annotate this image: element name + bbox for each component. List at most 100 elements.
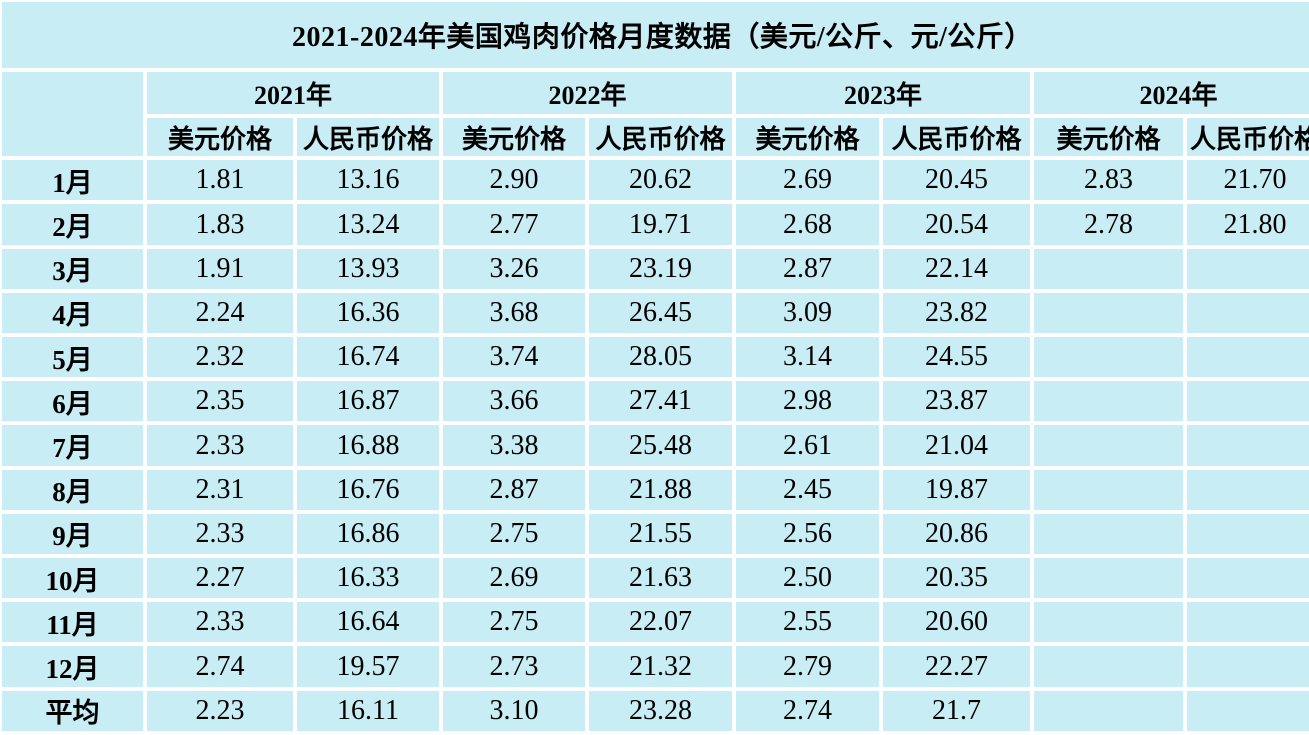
value-cell bbox=[1187, 513, 1309, 555]
value-cell bbox=[1187, 381, 1309, 422]
table-row: 2月 1.83 13.24 2.77 19.71 2.68 20.54 2.78… bbox=[2, 204, 1309, 245]
page-title: 2021-2024年美国鸡肉价格月度数据（美元/公斤、元/公斤） bbox=[2, 2, 1309, 68]
sub-header-row: 美元价格 人民币价格 美元价格 人民币价格 美元价格 人民币价格 美元价格 人民… bbox=[2, 118, 1309, 157]
usd-price-header-2024: 美元价格 bbox=[1034, 118, 1183, 157]
cny-price-header-2022: 人民币价格 bbox=[589, 118, 732, 157]
value-cell: 2.55 bbox=[736, 602, 879, 643]
value-cell: 3.09 bbox=[736, 292, 879, 334]
table-body: 1月 1.81 13.16 2.90 20.62 2.69 20.45 2.83… bbox=[2, 160, 1309, 731]
row-label: 1月 bbox=[2, 160, 143, 201]
usd-price-header-2022: 美元价格 bbox=[443, 118, 585, 157]
value-cell: 19.57 bbox=[297, 646, 439, 687]
value-cell bbox=[1187, 337, 1309, 378]
value-cell: 2.35 bbox=[147, 381, 293, 422]
value-cell: 20.86 bbox=[883, 513, 1030, 555]
value-cell: 2.73 bbox=[443, 646, 585, 687]
value-cell: 2.33 bbox=[147, 425, 293, 466]
value-cell bbox=[1034, 690, 1183, 731]
value-cell bbox=[1187, 292, 1309, 334]
value-cell: 2.32 bbox=[147, 337, 293, 378]
value-cell: 2.27 bbox=[147, 558, 293, 599]
value-cell: 2.69 bbox=[443, 558, 585, 599]
value-cell bbox=[1187, 425, 1309, 466]
table-row: 9月 2.33 16.86 2.75 21.55 2.56 20.86 bbox=[2, 513, 1309, 555]
value-cell bbox=[1187, 646, 1309, 687]
value-cell: 2.23 bbox=[147, 690, 293, 731]
value-cell: 20.35 bbox=[883, 558, 1030, 599]
value-cell: 22.14 bbox=[883, 248, 1030, 289]
value-cell: 21.04 bbox=[883, 425, 1030, 466]
value-cell: 3.10 bbox=[443, 690, 585, 731]
row-label: 12月 bbox=[2, 646, 143, 687]
cny-price-header-2024: 人民币价格 bbox=[1187, 118, 1309, 157]
value-cell: 16.36 bbox=[297, 292, 439, 334]
value-cell: 24.55 bbox=[883, 337, 1030, 378]
year-header-2021: 2021年 bbox=[147, 71, 439, 115]
table-row: 3月 1.91 13.93 3.26 23.19 2.87 22.14 bbox=[2, 248, 1309, 289]
value-cell: 3.38 bbox=[443, 425, 585, 466]
row-label: 10月 bbox=[2, 558, 143, 599]
value-cell: 21.7 bbox=[883, 690, 1030, 731]
table-row: 11月 2.33 16.64 2.75 22.07 2.55 20.60 bbox=[2, 602, 1309, 643]
value-cell: 2.33 bbox=[147, 602, 293, 643]
value-cell bbox=[1034, 558, 1183, 599]
value-cell: 3.68 bbox=[443, 292, 585, 334]
value-cell: 16.76 bbox=[297, 469, 439, 510]
year-header-2023: 2023年 bbox=[736, 71, 1030, 115]
value-cell: 23.82 bbox=[883, 292, 1030, 334]
value-cell: 2.79 bbox=[736, 646, 879, 687]
table-row: 平均 2.23 16.11 3.10 23.28 2.74 21.7 bbox=[2, 690, 1309, 731]
value-cell: 20.54 bbox=[883, 204, 1030, 245]
value-cell: 13.16 bbox=[297, 160, 439, 201]
value-cell: 27.41 bbox=[589, 381, 732, 422]
value-cell: 2.78 bbox=[1034, 204, 1183, 245]
value-cell bbox=[1034, 469, 1183, 510]
row-label: 平均 bbox=[2, 690, 143, 731]
year-header-2022: 2022年 bbox=[443, 71, 732, 115]
row-label: 2月 bbox=[2, 204, 143, 245]
value-cell: 21.55 bbox=[589, 513, 732, 555]
value-cell: 26.45 bbox=[589, 292, 732, 334]
value-cell: 2.87 bbox=[443, 469, 585, 510]
table-row: 12月 2.74 19.57 2.73 21.32 2.79 22.27 bbox=[2, 646, 1309, 687]
title-row: 2021-2024年美国鸡肉价格月度数据（美元/公斤、元/公斤） bbox=[2, 2, 1309, 68]
year-header-row: 2021年 2022年 2023年 2024年 bbox=[2, 71, 1309, 157]
value-cell: 16.88 bbox=[297, 425, 439, 466]
value-cell: 21.80 bbox=[1187, 204, 1309, 245]
value-cell: 2.87 bbox=[736, 248, 879, 289]
value-cell bbox=[1034, 381, 1183, 422]
value-cell: 2.90 bbox=[443, 160, 585, 201]
value-cell: 21.32 bbox=[589, 646, 732, 687]
value-cell: 20.62 bbox=[589, 160, 732, 201]
value-cell: 13.24 bbox=[297, 204, 439, 245]
value-cell bbox=[1034, 602, 1183, 643]
value-cell: 21.63 bbox=[589, 558, 732, 599]
cny-price-header-2021: 人民币价格 bbox=[297, 118, 439, 157]
row-label: 8月 bbox=[2, 469, 143, 510]
row-label: 4月 bbox=[2, 292, 143, 334]
value-cell bbox=[1034, 425, 1183, 466]
table-row: 6月 2.35 16.87 3.66 27.41 2.98 23.87 bbox=[2, 381, 1309, 422]
value-cell: 23.87 bbox=[883, 381, 1030, 422]
value-cell: 19.87 bbox=[883, 469, 1030, 510]
value-cell: 2.83 bbox=[1034, 160, 1183, 201]
value-cell: 3.66 bbox=[443, 381, 585, 422]
value-cell bbox=[1187, 558, 1309, 599]
row-label: 9月 bbox=[2, 513, 143, 555]
value-cell: 2.50 bbox=[736, 558, 879, 599]
value-cell: 3.74 bbox=[443, 337, 585, 378]
value-cell: 19.71 bbox=[589, 204, 732, 245]
value-cell: 20.60 bbox=[883, 602, 1030, 643]
value-cell: 2.98 bbox=[736, 381, 879, 422]
value-cell: 2.31 bbox=[147, 469, 293, 510]
value-cell bbox=[1187, 248, 1309, 289]
usd-price-header-2021: 美元价格 bbox=[147, 118, 293, 157]
row-label: 3月 bbox=[2, 248, 143, 289]
value-cell: 2.74 bbox=[147, 646, 293, 687]
value-cell: 22.27 bbox=[883, 646, 1030, 687]
table-row: 7月 2.33 16.88 3.38 25.48 2.61 21.04 bbox=[2, 425, 1309, 466]
value-cell: 2.24 bbox=[147, 292, 293, 334]
value-cell: 16.74 bbox=[297, 337, 439, 378]
value-cell: 21.70 bbox=[1187, 160, 1309, 201]
